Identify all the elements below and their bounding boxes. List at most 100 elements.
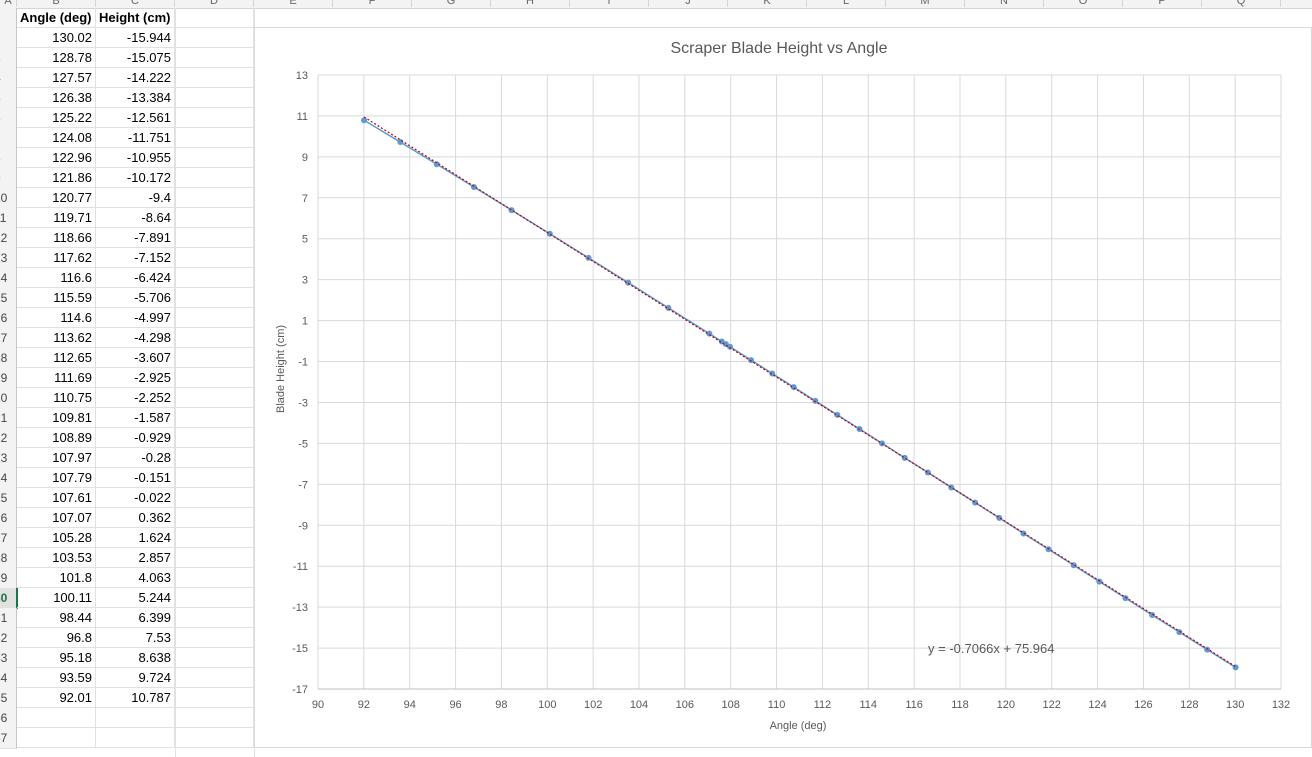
column-header[interactable]: P (1123, 0, 1202, 7)
row-header[interactable]: 19 (0, 368, 17, 389)
height-cell[interactable]: -10.172 (96, 168, 175, 188)
angle-cell[interactable]: 108.89 (17, 428, 96, 448)
column-header[interactable]: G (412, 0, 491, 7)
height-cell[interactable]: -15.075 (96, 48, 175, 68)
angle-cell[interactable]: 98.44 (17, 608, 96, 628)
angle-cell[interactable]: 115.59 (17, 288, 96, 308)
cell[interactable] (175, 508, 254, 528)
height-cell[interactable]: -5.706 (96, 288, 175, 308)
angle-cell[interactable]: 114.6 (17, 308, 96, 328)
row-header[interactable]: 13 (0, 248, 17, 269)
angle-cell[interactable]: 95.18 (17, 648, 96, 668)
column-header[interactable]: C (96, 0, 175, 7)
height-cell[interactable]: -0.022 (96, 488, 175, 508)
angle-cell[interactable] (17, 728, 96, 748)
row-header[interactable]: 26 (0, 508, 17, 529)
column-header[interactable]: E (254, 0, 333, 7)
cell[interactable] (175, 48, 254, 68)
cell[interactable] (175, 188, 254, 208)
height-cell[interactable]: -0.28 (96, 448, 175, 468)
column-header[interactable]: L (807, 0, 886, 7)
cell[interactable] (175, 228, 254, 248)
cell[interactable] (175, 548, 254, 568)
cell[interactable] (175, 468, 254, 488)
angle-cell[interactable]: 93.59 (17, 668, 96, 688)
row-header[interactable]: 32 (0, 628, 17, 649)
row-header[interactable]: 12 (0, 228, 17, 249)
cell[interactable] (175, 108, 254, 128)
row-header[interactable]: 6 (0, 108, 17, 129)
height-cell[interactable]: -15.944 (96, 28, 175, 48)
angle-cell[interactable]: 107.97 (17, 448, 96, 468)
cell[interactable] (175, 428, 254, 448)
height-cell[interactable]: 8.638 (96, 648, 175, 668)
row-header[interactable]: 29 (0, 568, 17, 589)
row-header[interactable]: 23 (0, 448, 17, 469)
column-header[interactable]: Q (1202, 0, 1281, 7)
height-cell[interactable]: -1.587 (96, 408, 175, 428)
row-header[interactable]: 2 (0, 28, 17, 49)
cell[interactable] (175, 568, 254, 588)
height-cell[interactable]: -10.955 (96, 148, 175, 168)
height-cell[interactable]: -6.424 (96, 268, 175, 288)
height-cell[interactable]: 7.53 (96, 628, 175, 648)
row-header[interactable]: 8 (0, 148, 17, 169)
cell[interactable] (175, 288, 254, 308)
row-header[interactable]: 28 (0, 548, 17, 569)
angle-cell[interactable]: 124.08 (17, 128, 96, 148)
cell[interactable] (175, 248, 254, 268)
cell[interactable] (175, 448, 254, 468)
row-header[interactable]: 3 (0, 48, 17, 69)
row-header[interactable]: 27 (0, 528, 17, 549)
angle-cell[interactable]: 110.75 (17, 388, 96, 408)
height-cell[interactable]: -8.64 (96, 208, 175, 228)
row-header[interactable]: 21 (0, 408, 17, 429)
angle-cell[interactable]: 107.07 (17, 508, 96, 528)
angle-cell[interactable]: 103.53 (17, 548, 96, 568)
height-cell[interactable]: -12.561 (96, 108, 175, 128)
header-cell[interactable]: Angle (deg) (17, 8, 96, 28)
row-header[interactable]: 25 (0, 488, 17, 509)
angle-cell[interactable]: 117.62 (17, 248, 96, 268)
cell[interactable] (175, 728, 254, 748)
angle-cell[interactable]: 109.81 (17, 408, 96, 428)
height-cell[interactable]: -2.925 (96, 368, 175, 388)
angle-cell[interactable]: 125.22 (17, 108, 96, 128)
row-header[interactable]: 30 (0, 588, 18, 609)
angle-cell[interactable]: 111.69 (17, 368, 96, 388)
cell[interactable] (175, 668, 254, 688)
column-header[interactable]: K (728, 0, 807, 7)
height-cell[interactable]: -14.222 (96, 68, 175, 88)
height-cell[interactable]: -0.151 (96, 468, 175, 488)
header-cell[interactable]: Height (cm) (96, 8, 175, 28)
column-header[interactable]: D (175, 0, 254, 7)
cell[interactable] (175, 348, 254, 368)
row-header[interactable]: 34 (0, 668, 17, 689)
angle-cell[interactable]: 112.65 (17, 348, 96, 368)
height-cell[interactable]: -4.997 (96, 308, 175, 328)
row-header[interactable]: 1 (0, 8, 17, 29)
row-header[interactable]: 11 (0, 208, 17, 229)
cell[interactable] (175, 208, 254, 228)
height-cell[interactable]: -7.891 (96, 228, 175, 248)
cell[interactable] (175, 328, 254, 348)
scatter-chart[interactable]: Scraper Blade Height vs Angle 90 92 94 96 98… (254, 27, 1312, 748)
cell[interactable] (175, 408, 254, 428)
column-header[interactable]: M (886, 0, 965, 7)
row-header[interactable]: 17 (0, 328, 17, 349)
angle-cell[interactable]: 116.6 (17, 268, 96, 288)
cell[interactable] (175, 28, 254, 48)
angle-cell[interactable]: 107.61 (17, 488, 96, 508)
cell[interactable] (175, 528, 254, 548)
cell[interactable] (175, 588, 254, 608)
cell[interactable] (175, 68, 254, 88)
cell[interactable] (175, 708, 254, 728)
angle-cell[interactable]: 101.8 (17, 568, 96, 588)
angle-cell[interactable]: 121.86 (17, 168, 96, 188)
angle-cell[interactable]: 127.57 (17, 68, 96, 88)
row-header[interactable]: 16 (0, 308, 17, 329)
angle-cell[interactable]: 107.79 (17, 468, 96, 488)
height-cell[interactable]: -11.751 (96, 128, 175, 148)
height-cell[interactable]: 4.063 (96, 568, 175, 588)
